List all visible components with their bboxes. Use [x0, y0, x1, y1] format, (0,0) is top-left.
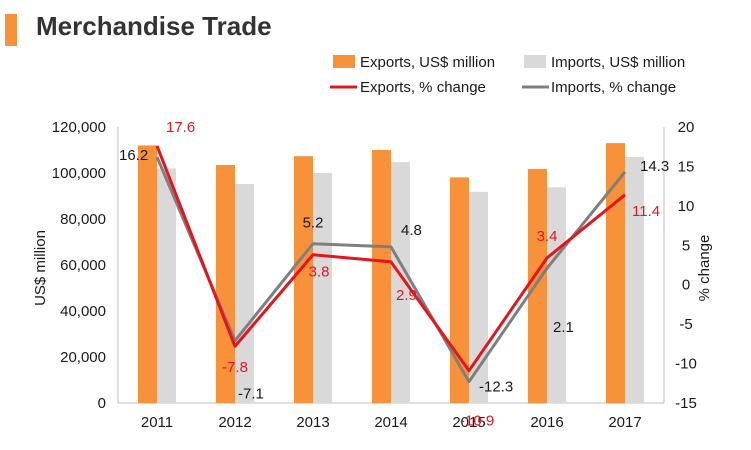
- y2-tick-label: -5: [679, 316, 692, 333]
- imports-pct-label: -7.1: [238, 386, 264, 403]
- legend-label-exports-line: Exports, % change: [360, 79, 486, 96]
- imports-bar: [391, 162, 410, 403]
- exports-bar: [216, 164, 235, 403]
- imports-bar: [313, 173, 332, 403]
- title-accent-bar: [5, 14, 17, 46]
- x-tick-label: 2012: [218, 414, 251, 431]
- legend-label-exports-bar: Exports, US$ million: [360, 54, 495, 71]
- y2-tick-label: -15: [675, 395, 697, 412]
- exports-pct-label: 11.4: [632, 203, 660, 220]
- x-tick-label: 2014: [374, 414, 407, 431]
- legend-label-imports-bar: Imports, US$ million: [551, 54, 685, 71]
- exports-bar: [294, 156, 313, 403]
- y-axis-title: US$ million: [32, 230, 49, 306]
- x-tick-label: 2016: [530, 414, 563, 431]
- exports-bar: [450, 177, 469, 403]
- imports-pct-label: 2.1: [553, 319, 574, 336]
- y2-tick-label: 15: [678, 158, 695, 175]
- exports-bar: [528, 168, 547, 403]
- y-tick-label: 120,000: [52, 119, 106, 136]
- legend-swatch-imports-bar: [524, 55, 546, 68]
- imports-bar: [625, 156, 644, 403]
- exports-pct-line: [155, 145, 626, 373]
- axes: 0 20,000 40,000 60,000 80,000 100,000 120,000 -…: [52, 119, 697, 431]
- y2-tick-label: 0: [682, 277, 690, 294]
- y2-tick-label: 5: [682, 237, 690, 254]
- lines: [155, 145, 627, 384]
- x-tick-label: 2017: [608, 414, 641, 431]
- y-tick-label: 0: [98, 395, 106, 412]
- data-labels: 17.6 -7.8 3.8 2.9 -10.9 3.4 11.4 16.2 -7.1 5.2 4.8…: [119, 119, 669, 430]
- imports-pct-label: 5.2: [303, 215, 324, 232]
- exports-pct-label: -10.9: [460, 413, 494, 430]
- x-tick-label: 2011: [141, 414, 173, 431]
- y-tick-label: 80,000: [60, 211, 106, 228]
- y2-tick-label: 20: [678, 119, 695, 136]
- exports-pct-label: -7.8: [222, 359, 248, 376]
- y-tick-label: 60,000: [60, 257, 106, 274]
- imports-bar: [157, 168, 176, 403]
- legend-swatch-exports-bar: [333, 55, 355, 68]
- x-tick-label: 2015: [452, 414, 485, 431]
- imports-pct-label: 4.8: [401, 222, 422, 239]
- legend: Exports, US$ million Imports, US$ millio…: [330, 54, 685, 96]
- x-tick-label: 2013: [296, 414, 329, 431]
- imports-bar: [235, 184, 254, 403]
- exports-pct-label: 3.4: [537, 228, 558, 245]
- exports-pct-label: 3.8: [309, 264, 330, 281]
- y-tick-label: 20,000: [60, 349, 106, 366]
- bars: [138, 143, 644, 403]
- y2-axis-title: % change: [696, 235, 713, 302]
- exports-pct-label: 2.9: [396, 287, 417, 304]
- y-tick-label: 40,000: [60, 303, 106, 320]
- imports-bar: [547, 187, 566, 403]
- imports-bar: [469, 191, 488, 403]
- exports-bar: [372, 150, 391, 403]
- imports-pct-label: -12.3: [479, 379, 513, 396]
- page-title: Merchandise Trade: [36, 11, 272, 41]
- imports-pct-label: 16.2: [119, 147, 148, 164]
- exports-pct-label: 17.6: [166, 119, 195, 136]
- imports-pct-label: 14.3: [640, 158, 669, 175]
- exports-bar: [138, 145, 157, 403]
- y2-tick-label: -10: [675, 356, 697, 373]
- legend-label-imports-line: Imports, % change: [551, 79, 676, 96]
- imports-pct-line: [155, 156, 627, 384]
- y-tick-label: 100,000: [52, 165, 106, 182]
- y2-tick-label: 10: [678, 198, 695, 215]
